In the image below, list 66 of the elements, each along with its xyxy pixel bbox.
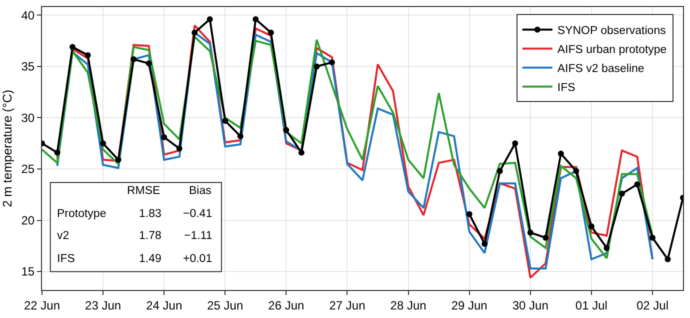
x-tick-label: 27 Jun — [329, 298, 366, 312]
annotation: 1.78 — [139, 230, 162, 242]
x-tick-label: 26 Jun — [268, 298, 304, 312]
y-tick-label: 25 — [21, 162, 35, 176]
point — [222, 118, 228, 124]
annotation: −0.41 — [183, 208, 212, 220]
x-tick-label: 25 Jun — [207, 298, 244, 312]
legend-label: SYNOP observations — [557, 25, 666, 38]
point — [70, 44, 76, 50]
y-tick-label: 20 — [21, 213, 35, 228]
annotation: 1.49 — [139, 253, 162, 265]
y-tick-label: 15 — [21, 264, 35, 279]
y-tick-label: 35 — [21, 60, 35, 74]
y-tick-label: 30 — [21, 110, 35, 125]
y-tick-label: 40 — [21, 8, 35, 22]
annotation: IFS — [57, 253, 76, 265]
point — [283, 127, 290, 134]
point — [84, 52, 91, 58]
annotation: +0.01 — [183, 253, 212, 265]
annotation: Prototype — [57, 208, 106, 220]
legend-label: AIFS v2 baseline — [557, 63, 644, 76]
point — [192, 30, 198, 36]
point — [664, 256, 671, 262]
point — [130, 56, 137, 62]
point — [527, 230, 534, 236]
x-tick-label: 30 Jun — [512, 298, 548, 312]
point — [588, 223, 594, 230]
annotation: 1.83 — [139, 208, 162, 220]
point — [496, 168, 503, 174]
point — [618, 190, 625, 197]
x-tick-label: 24 Jun — [146, 298, 182, 312]
point — [314, 63, 320, 70]
x-tick-label: 23 Jun — [85, 298, 122, 312]
point — [634, 181, 640, 188]
point — [573, 168, 580, 174]
annotation: −1.11 — [184, 230, 212, 242]
x-tick-label: 22 Jun — [24, 298, 60, 312]
point — [558, 150, 564, 157]
x-tick-label: 29 Jun — [451, 298, 488, 312]
legend-label: IFS — [557, 82, 576, 94]
point — [268, 30, 274, 36]
point — [482, 240, 488, 247]
point — [252, 16, 259, 22]
point — [328, 59, 335, 66]
x-tick-label: 28 Jun — [390, 298, 426, 312]
x-tick-label: 01 Jul — [575, 298, 608, 312]
point — [237, 133, 244, 140]
point — [206, 16, 213, 22]
point — [100, 140, 106, 146]
point — [161, 134, 168, 140]
y-axis-title: 2 m temperature (°C) — [0, 90, 14, 208]
annotation: v2 — [57, 230, 70, 242]
point — [176, 146, 182, 152]
point — [146, 60, 152, 66]
point — [54, 150, 60, 156]
point — [298, 150, 304, 156]
legend-label: AIFS urban prototype — [557, 44, 667, 56]
point — [542, 234, 549, 241]
point — [115, 156, 122, 163]
annotation: RMSE — [127, 185, 161, 197]
annotation: Bias — [189, 185, 212, 197]
x-tick-label: 02 Jul — [636, 298, 668, 312]
point — [649, 234, 656, 241]
point — [466, 211, 472, 218]
point — [604, 244, 610, 251]
point — [512, 140, 518, 146]
